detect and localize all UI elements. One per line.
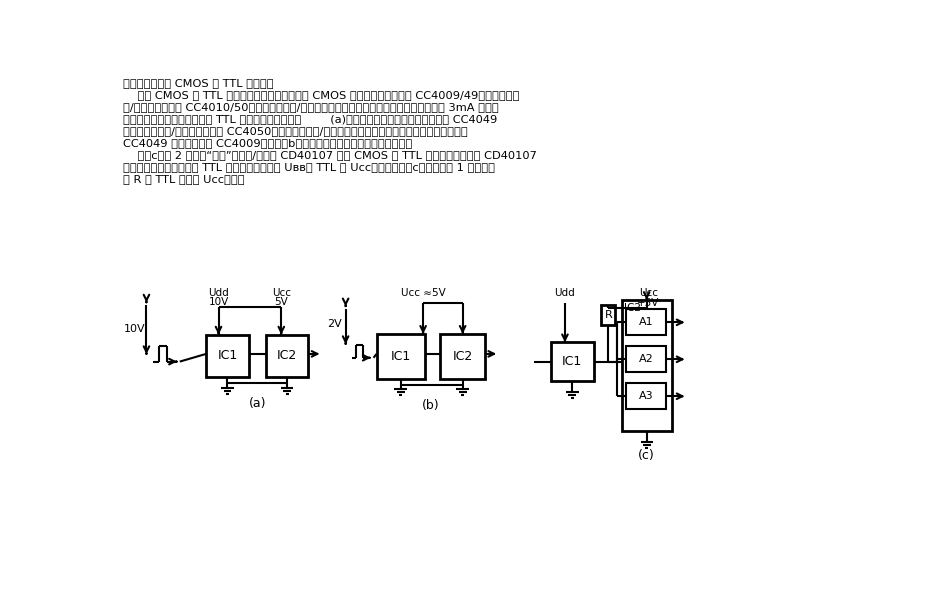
Text: 本电路常用于由 CMOS 到 TTL 的接口。: 本电路常用于由 CMOS 到 TTL 的接口。	[124, 78, 274, 88]
Text: IC2: IC2	[277, 349, 298, 362]
Text: 阻 R 至 TTL 的电源 Uсс端上。: 阻 R 至 TTL 的电源 Uсс端上。	[124, 174, 245, 184]
Bar	[601, 305, 615, 325]
Bar	[206, 334, 249, 377]
Text: IC1: IC1	[563, 355, 582, 368]
Text: Udd: Udd	[554, 288, 576, 299]
Bar	[376, 334, 425, 379]
Bar	[266, 334, 309, 377]
Text: (b): (b)	[422, 399, 440, 412]
Text: (a): (a)	[249, 398, 266, 410]
Bar	[626, 309, 666, 336]
Text: 5V: 5V	[274, 297, 288, 307]
Text: Ucc: Ucc	[638, 288, 658, 299]
Text: 驱动能力强，可带动多个 TTL 门作负载，且它的 Uвв和 TTL 的 Uсс相兼容。图（c）输出外接 1 个负载电: 驱动能力强，可带动多个 TTL 门作负载，且它的 Uвв和 TTL 的 Uсс相…	[124, 162, 495, 172]
Text: IC1: IC1	[217, 349, 238, 362]
Text: (c): (c)	[638, 449, 655, 462]
Text: 用它做接口，可以有效地驱动 TTL 电路，连接如电路图        (a)所示。该电路需两组电源供电，而 CC4049: 用它做接口，可以有效地驱动 TTL 电路，连接如电路图 (a)所示。该电路需两组…	[124, 114, 497, 124]
Text: IC2: IC2	[624, 303, 641, 313]
Bar	[551, 342, 593, 381]
Text: 图（c）用 2 输入端“与非”缓冲器/驱动器 CD40107 作为 CMOS 与 TTL 的接口电路。由于 CD40107: 图（c）用 2 输入端“与非”缓冲器/驱动器 CD40107 作为 CMOS 与…	[124, 150, 537, 160]
Text: A2: A2	[639, 354, 653, 364]
Bar	[622, 300, 672, 431]
Text: IC1: IC1	[390, 350, 411, 363]
Text: A3: A3	[639, 392, 653, 401]
Text: 2V: 2V	[328, 319, 343, 329]
Text: A1: A1	[639, 317, 653, 327]
Text: 换/缓冲驱动器）和 CC4010/50（同相电平变换/缓冲驱动器）。其输出吸收电流和供给电流均达 3mA 以上，: 换/缓冲驱动器）和 CC4010/50（同相电平变换/缓冲驱动器）。其输出吸收电…	[124, 102, 499, 112]
Text: 实现 CMOS 到 TTL 接口，可以借助专门设计的 CMOS 接口电路，带缓冲的 CC4009/49（反相电平变: 实现 CMOS 到 TTL 接口，可以借助专门设计的 CMOS 接口电路，带缓冲…	[124, 90, 519, 100]
Text: R: R	[605, 310, 612, 320]
Text: 10V: 10V	[124, 324, 146, 334]
Text: Ucc ≈5V: Ucc ≈5V	[401, 288, 446, 299]
Text: （反相电平变换/缓冲驱动器）和 CC4050（同相电平变换/缓冲驱动器）只需一组电源供电。实际使用中，: （反相电平变换/缓冲驱动器）和 CC4050（同相电平变换/缓冲驱动器）只需一组…	[124, 126, 468, 136]
Bar	[626, 383, 666, 409]
Text: 10V: 10V	[209, 297, 228, 307]
Text: CC4049 完全可以取代 CC4009，如图（b）所示，并可得到单电源供电的方便。: CC4049 完全可以取代 CC4009，如图（b）所示，并可得到单电源供电的方…	[124, 138, 413, 148]
Text: Udd: Udd	[208, 288, 229, 299]
Bar	[626, 346, 666, 372]
Text: Ucc: Ucc	[271, 288, 291, 299]
Bar	[440, 334, 485, 379]
Text: IC2: IC2	[452, 350, 473, 363]
Text: +5V: +5V	[637, 297, 660, 308]
